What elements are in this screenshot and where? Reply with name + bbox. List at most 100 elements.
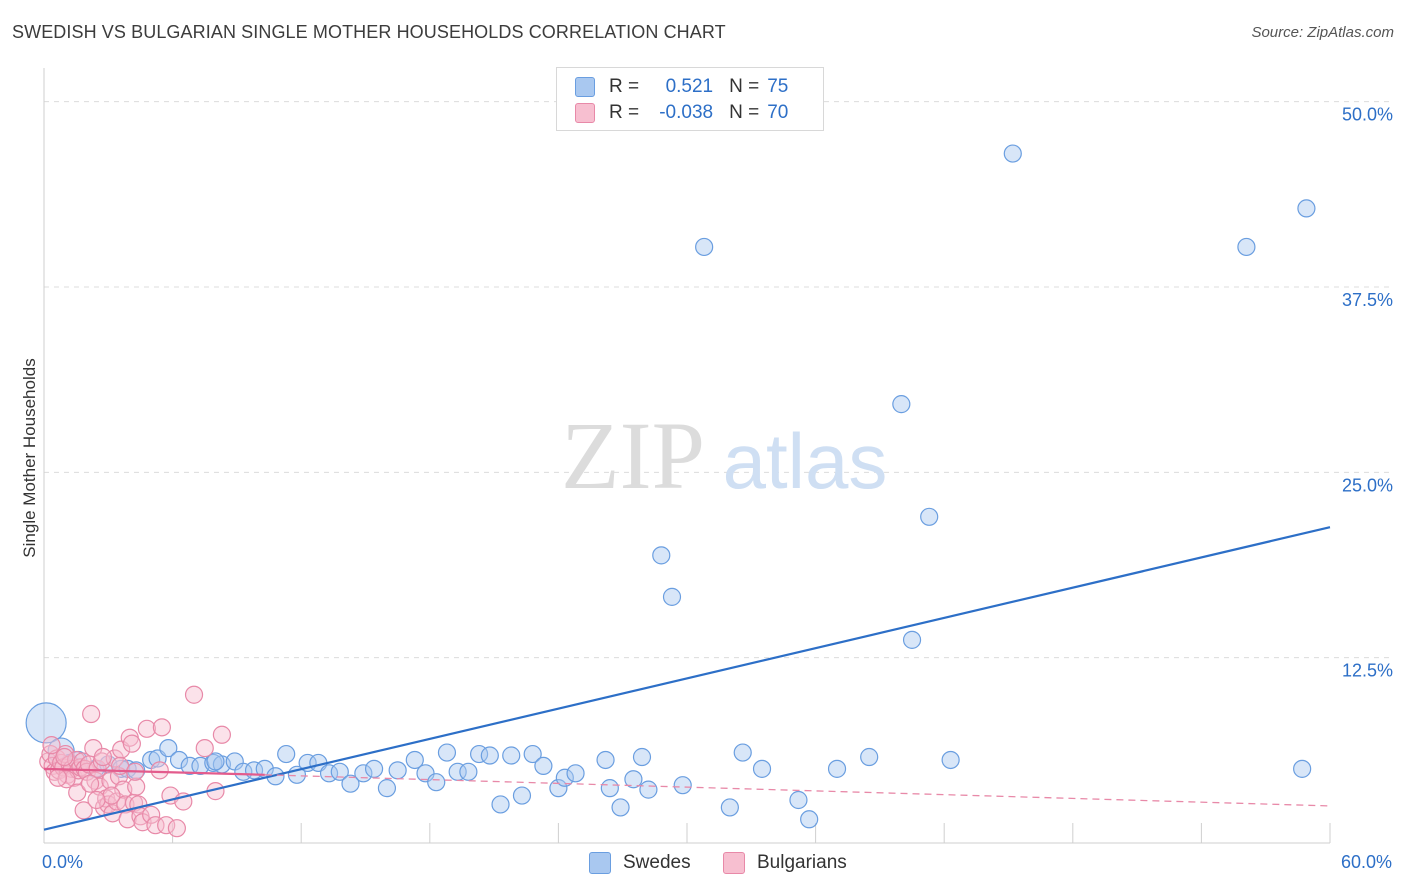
swedes-point-12: [169, 750, 189, 770]
swedes-point-63: [800, 810, 819, 829]
bulgarians-point-65: [74, 801, 93, 820]
x-tick-max: 60.0%: [1340, 852, 1392, 872]
bulgarians-point-50: [157, 816, 176, 835]
bulgarians-point-52: [167, 819, 186, 838]
bulgarians-point-47: [146, 816, 165, 835]
n-label: N =: [729, 76, 760, 97]
swedes-point-57: [673, 776, 692, 795]
bulgarians-point-54: [184, 685, 204, 704]
bulgarians-point-49: [152, 718, 171, 737]
axes: [43, 68, 1331, 844]
swedes-point-68: [920, 507, 939, 526]
bulgarians-r-value: -0.038: [659, 102, 714, 123]
bulgarians-point-59: [68, 783, 87, 802]
bulgarians-point-20: [82, 704, 101, 724]
watermark-zip: ZIP: [561, 402, 705, 509]
bulgarians-point-29: [101, 771, 120, 790]
swedes-point-38: [459, 762, 478, 781]
bulgarians-point-66: [87, 790, 106, 810]
watermark-atlas: atlas: [723, 417, 888, 505]
bulgarians-legend-swatch: [723, 852, 745, 874]
swedes-point-44: [523, 744, 542, 764]
swedes-point-48: [566, 764, 585, 783]
swedes-point-35: [427, 773, 446, 792]
swedes-point-0: [25, 702, 67, 744]
swedes-point-58: [695, 237, 714, 257]
swedes-point-28: [341, 774, 360, 793]
bulgarians-legend-label: Bulgarians: [757, 852, 847, 873]
y-tick-labels: 12.5% 25.0% 37.5% 50.0%: [1342, 105, 1393, 681]
bulgarians-point-39: [122, 734, 141, 753]
bulgarians-point-63: [102, 786, 121, 805]
swedes-point-32: [388, 761, 407, 780]
swedes-point-60: [733, 743, 752, 762]
swedes-point-33: [405, 750, 424, 770]
bulgarians-point-46: [142, 805, 161, 824]
bulgarians-point-64: [48, 768, 68, 787]
swedes-legend-label: Swedes: [623, 852, 691, 873]
swedes-point-71: [1237, 237, 1256, 257]
swedes-point-61: [752, 759, 772, 778]
swedes-point-52: [624, 770, 643, 789]
bulgarians-point-61: [80, 774, 100, 793]
swedes-point-72: [1293, 759, 1312, 778]
swedes-point-47: [555, 768, 574, 787]
legend-bulgarians: Bulgarians: [723, 852, 847, 874]
swedes-r-value: 0.521: [665, 76, 714, 97]
swedes-point-55: [652, 546, 671, 565]
bulgarians-n-value: 70: [767, 102, 789, 123]
y-tick-label-2: 37.5%: [1342, 290, 1393, 310]
swedes-point-45: [534, 756, 553, 776]
swedes-point-41: [491, 795, 510, 814]
swedes-point-53: [632, 747, 652, 767]
watermark: ZIP atlas: [561, 402, 887, 509]
correlation-legend: R = 0.521 N = 75 R = -0.038 N = 70: [556, 67, 824, 131]
swedes-point-56: [662, 587, 682, 606]
bulgarians-point-48: [150, 761, 169, 780]
swedes-point-27: [330, 762, 349, 781]
r-label: R =: [609, 102, 640, 123]
source-credit: Source: ZipAtlas.com: [1251, 24, 1394, 41]
swedes-point-66: [892, 395, 911, 414]
swedes-point-59: [720, 798, 739, 817]
swedes-point-36: [437, 743, 457, 762]
trend-lines: [43, 526, 1331, 831]
swedes-point-40: [480, 746, 499, 765]
swedes-point-49: [596, 750, 615, 770]
swedes-point-31: [377, 779, 397, 798]
swedes-point-11: [159, 739, 178, 758]
swedes-point-64: [827, 759, 847, 778]
swedes-point-74: [206, 752, 225, 771]
bulgarians-point-45: [137, 719, 156, 738]
bulgarians-trend-extension: [264, 774, 1331, 807]
r-label: R =: [609, 76, 640, 97]
legend-row-swedes: R = 0.521 N = 75: [575, 75, 788, 99]
swedes-point-54: [639, 780, 658, 799]
swedes-point-50: [600, 779, 619, 798]
bulgarians-point-69: [55, 747, 74, 767]
bulgarians-point-60: [42, 736, 61, 755]
y-tick-label-0: 12.5%: [1342, 661, 1393, 681]
swedes-point-70: [1003, 144, 1022, 163]
bulgarians-point-55: [195, 739, 214, 758]
swedes-swatch: [575, 77, 595, 97]
chart-title: SWEDISH VS BULGARIAN SINGLE MOTHER HOUSE…: [12, 22, 726, 42]
swedes-point-42: [502, 746, 521, 765]
bulgarians-swatch: [575, 103, 595, 123]
bulgarians-point-57: [212, 725, 231, 744]
swedes-point-67: [902, 630, 922, 649]
swedes-point-22: [277, 744, 296, 764]
swedes-trend-line: [43, 526, 1331, 831]
bulgarians-point-62: [93, 747, 113, 767]
x-tick-min: 0.0%: [42, 852, 84, 872]
swedes-legend-swatch: [589, 852, 611, 874]
bulgarians-trend-line: [43, 767, 265, 776]
swedes-point-30: [364, 759, 384, 778]
swedes-point-43: [512, 786, 532, 805]
swedes-point-51: [611, 798, 630, 817]
legend-row-bulgarians: R = -0.038 N = 70: [575, 101, 788, 125]
n-label: N =: [729, 102, 760, 123]
swedes-point-73: [1297, 199, 1316, 218]
data-points: [25, 144, 1316, 838]
